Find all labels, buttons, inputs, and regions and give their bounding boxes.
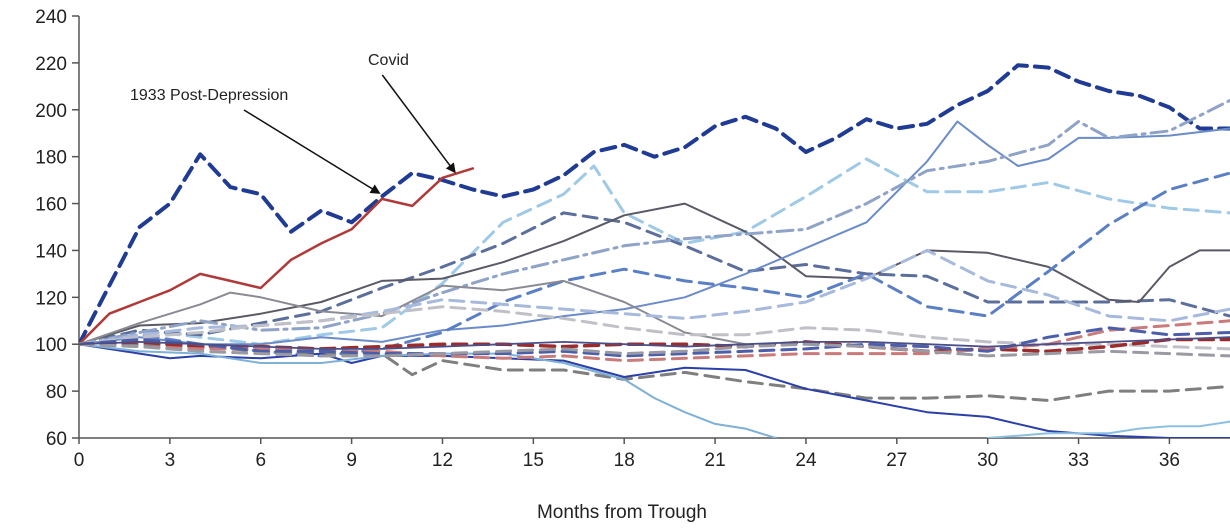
series-line-13 [79, 343, 1230, 438]
x-tick-label: 36 [1159, 450, 1180, 471]
x-tick-label: 12 [432, 450, 453, 471]
x-tick-label: 15 [523, 450, 544, 471]
y-tick-label: 180 [35, 148, 67, 169]
series-line-5 [79, 202, 1230, 346]
series-line-15 [986, 420, 1230, 438]
x-tick-label: 9 [346, 450, 357, 471]
y-tick-label: 60 [46, 429, 67, 450]
annotation-arrow [243, 109, 381, 194]
y-tick-label: 80 [46, 382, 67, 403]
x-tick-label: 18 [614, 450, 635, 471]
y-tick-label: 240 [35, 7, 67, 28]
series-line-6 [79, 120, 1230, 346]
y-tick-label: 200 [35, 101, 67, 122]
y-tick-label: 160 [35, 195, 67, 216]
annotation-covid: Covid [368, 52, 409, 69]
x-tick-label: 24 [795, 450, 817, 471]
series-line-18 [79, 326, 1230, 358]
series-layer [79, 63, 1230, 438]
x-tick-label: 27 [886, 450, 907, 471]
x-tick-label: 21 [705, 450, 726, 471]
series-line-8 [79, 171, 1230, 358]
series-line-19 [79, 342, 1230, 358]
series-line-2 [79, 167, 475, 346]
annotation-arrow [381, 74, 456, 174]
series-line-7 [79, 98, 1230, 346]
series-line-1 [79, 63, 1230, 347]
x-tick-label: 6 [255, 450, 266, 471]
series-line-9 [79, 279, 747, 346]
annotation-layer: 1933 Post-Depression Covid [130, 52, 456, 194]
series-line-16 [79, 337, 1230, 354]
y-tick-label: 140 [35, 241, 67, 262]
x-tick-label: 3 [165, 450, 176, 471]
x-tick-label: 30 [977, 450, 998, 471]
series-line-12 [79, 305, 1230, 351]
series-line-10 [79, 248, 1230, 346]
x-tick-label: 0 [74, 450, 85, 471]
y-tick-label: 120 [35, 288, 67, 309]
series-line-20 [79, 336, 1230, 350]
y-tick-label: 220 [35, 54, 67, 75]
x-axis-label: Months from Trough [537, 502, 707, 523]
annotation-1933-post-depression: 1933 Post-Depression [130, 87, 288, 104]
x-tick-label: 33 [1068, 450, 1089, 471]
series-line-4 [79, 211, 1230, 346]
y-tick-label: 100 [35, 335, 67, 356]
